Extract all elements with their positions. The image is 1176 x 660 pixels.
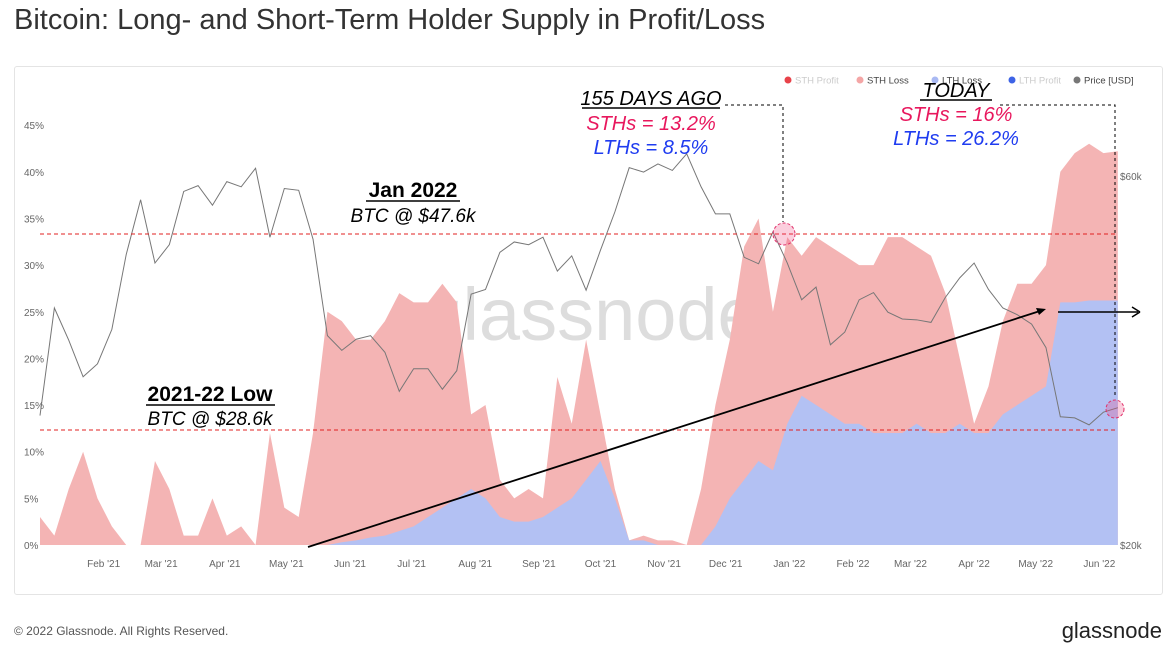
- x-tick-label: Nov '21: [647, 559, 681, 570]
- y-tick-label: 15%: [24, 401, 44, 412]
- x-tick-label: Feb '22: [836, 559, 869, 570]
- page-title: Bitcoin: Long- and Short-Term Holder Sup…: [14, 4, 766, 36]
- x-tick-label: Apr '21: [209, 559, 241, 570]
- y-tick-label: 30%: [24, 261, 44, 272]
- legend-item: STH Profit: [795, 76, 839, 87]
- legend-item: LTH Loss: [942, 76, 982, 87]
- x-tick-label: Sep '21: [522, 559, 556, 570]
- y-tick-label: 35%: [24, 214, 44, 225]
- annotation-lth: LTHs = 8.5%: [594, 137, 709, 159]
- x-tick-label: Mar '21: [145, 559, 178, 570]
- annotation-title: TODAY: [922, 80, 991, 102]
- x-tick-label: May '22: [1018, 559, 1053, 570]
- annotation-title: Jan 2022: [369, 179, 458, 202]
- trend-arrow: [307, 310, 1041, 548]
- price-line: [39, 152, 1118, 426]
- legend-marker: [931, 76, 939, 84]
- legend-item: LTH Profit: [1019, 76, 1061, 87]
- x-tick-label: Aug '21: [458, 559, 492, 570]
- legend-item: Price [USD]: [1084, 76, 1134, 87]
- annotation-title: 2021-22 Low: [148, 383, 274, 406]
- annotation-text: BTC @ $47.6k: [351, 206, 477, 227]
- watermark: glassnode: [421, 273, 758, 356]
- dashed-connector: [1000, 104, 1116, 398]
- legend-marker: [1008, 76, 1016, 84]
- y-tick-label: 10%: [24, 448, 44, 459]
- x-tick-label: Jan '22: [773, 559, 805, 570]
- y-tick-label: 25%: [24, 308, 44, 319]
- highlight-circle: [1105, 399, 1125, 419]
- x-tick-label: Dec '21: [709, 559, 743, 570]
- y-tick-label: 5%: [24, 494, 39, 505]
- x-tick-label: Jun '21: [334, 559, 366, 570]
- legend-marker: [784, 76, 792, 84]
- y-tick-label: 45%: [24, 121, 44, 132]
- legend-marker: [856, 76, 864, 84]
- annotation-sth: STHs = 16%: [900, 104, 1013, 126]
- legend-marker: [1073, 76, 1081, 84]
- lth-loss-area: [40, 300, 1118, 545]
- x-tick-label: Feb '21: [87, 559, 120, 570]
- x-tick-label: Mar '22: [894, 559, 927, 570]
- dashed-connector: [725, 104, 784, 222]
- copyright: © 2022 Glassnode. All Rights Reserved.: [14, 624, 229, 638]
- x-tick-label: Jul '21: [397, 559, 426, 570]
- brand-logo: glassnode: [1061, 618, 1162, 643]
- x-tick-label: Oct '21: [585, 559, 617, 570]
- y2-tick-label: $60k: [1120, 172, 1143, 183]
- arrow-head: [1131, 306, 1141, 318]
- legend-item: STH Loss: [867, 76, 909, 87]
- annotation-lth: LTHs = 26.2%: [893, 128, 1019, 150]
- annotation-title: 155 DAYS AGO: [580, 88, 721, 110]
- x-tick-label: Jun '22: [1083, 559, 1115, 570]
- x-tick-label: May '21: [269, 559, 304, 570]
- highlight-circle: [772, 222, 796, 246]
- chart: glassnode 0% 5% 10% 15% 20% 25% 30% 35% 40% 45% $2…: [24, 76, 1143, 571]
- annotation-text: BTC @ $28.6k: [148, 409, 274, 430]
- y-tick-label: 40%: [24, 168, 44, 179]
- arrow-head: [1036, 308, 1046, 315]
- y2-tick-label: $20k: [1120, 541, 1143, 552]
- y-tick-label: 20%: [24, 354, 44, 365]
- x-tick-label: Apr '22: [958, 559, 990, 570]
- annotation-sth: STHs = 13.2%: [586, 113, 716, 135]
- chart-frame: [14, 66, 1163, 595]
- y-tick-label: 0%: [24, 541, 39, 552]
